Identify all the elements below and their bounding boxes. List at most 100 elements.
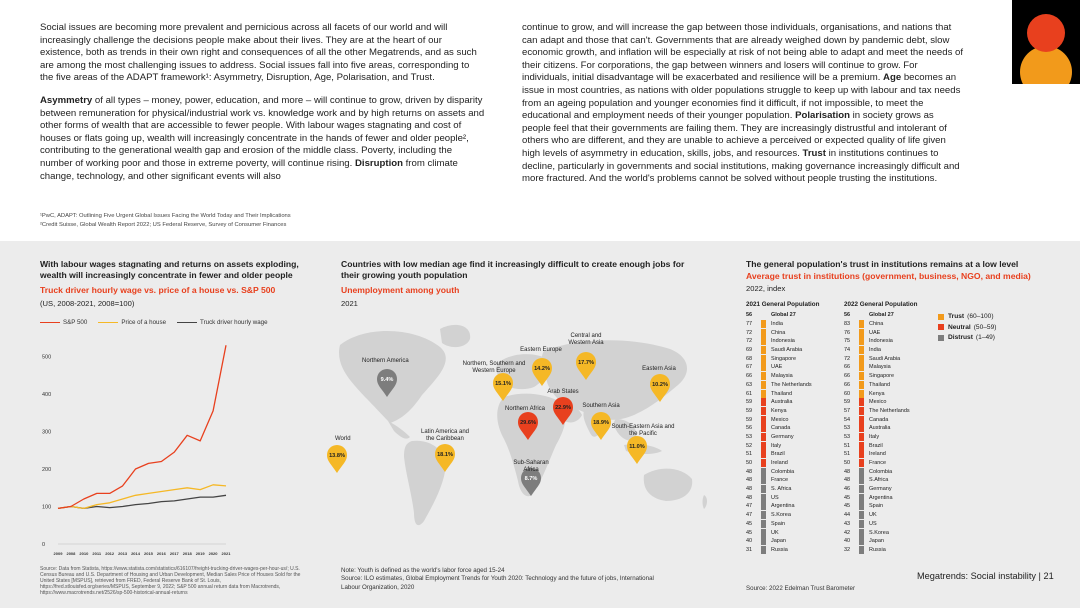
country-name: Ireland [869, 451, 886, 458]
trust-legend: Trust (60–100) Neutral (50–59) Distrust (1–49… [938, 313, 996, 345]
trust-index-value: 51 [844, 442, 851, 449]
trust-category-bar [761, 372, 766, 381]
x-tick-label: 2012 [105, 551, 115, 556]
trust-row: 42 S.Korea [844, 528, 918, 537]
map-region-label: Northern America [362, 358, 409, 364]
country-name: S.Korea [771, 512, 791, 519]
trust-category-bar [761, 467, 766, 476]
trust-row: 51 Brazil [746, 450, 820, 459]
country-name: US [771, 494, 779, 501]
trust-category-bar [859, 398, 864, 407]
country-name: Saudi Arabia [771, 347, 803, 354]
panel1-source: Source: Data from Statista, https://www.… [40, 566, 301, 597]
country-name: Germany [771, 433, 794, 440]
country-name: Colombia [869, 468, 893, 475]
panel2-note-and-source: Note: Youth is defined as the world's la… [341, 567, 671, 592]
trust-index-value: 51 [844, 451, 851, 458]
legend-label: Truck driver hourly wage [200, 319, 268, 326]
country-name: Kenya [771, 407, 787, 414]
trust-index-value: 48 [746, 486, 753, 493]
country-name: Australia [869, 425, 891, 432]
trust-category-bar [761, 511, 766, 520]
map-pin-marker [493, 373, 513, 401]
legend-entry: Truck driver hourly wage [177, 319, 268, 326]
series-line [57, 494, 227, 510]
trust-row: 48 US [746, 493, 820, 502]
trust-index-value: 56 [746, 312, 753, 319]
trust-row: 52 Italy [746, 441, 820, 450]
trust-index-value: 50 [746, 460, 753, 467]
panel2-note: Note: Youth is defined as the world's la… [341, 567, 505, 574]
trust-index-value: 52 [746, 442, 753, 449]
map-region-label: Northern, Southern and Western Europe [463, 361, 526, 374]
trust-row: 40 Japan [844, 537, 918, 546]
country-name: Germany [869, 486, 892, 493]
country-name: Mexico [869, 399, 887, 406]
trust-index-value: 46 [844, 486, 851, 493]
legend-swatch [938, 313, 944, 320]
y-tick-label: 500 [42, 355, 51, 361]
landmass-southeast-asia [613, 419, 637, 441]
trust-row: 32 Russia [844, 545, 918, 555]
trust-row: 72 Saudi Arabia [844, 354, 918, 363]
trust-category-bar [761, 337, 766, 346]
map-pin: 8.7% [521, 468, 541, 496]
panel2-units: 2021 [341, 299, 358, 308]
trust-index-value: 31 [746, 546, 753, 553]
country-name: France [869, 460, 887, 467]
trust-category-bar [859, 502, 864, 511]
trust-row: 75 Indonesia [844, 337, 918, 346]
map-pin-marker [591, 412, 611, 440]
trust-row: 48 S. Africa [746, 485, 820, 494]
country-name: Spain [869, 503, 884, 510]
trust-category-bar [761, 441, 766, 450]
x-tick-label: 2019 [196, 551, 206, 556]
map-region-label-line: Central and [570, 333, 601, 339]
trust-index-value: 32 [844, 546, 851, 553]
text-run: of all types – money, power, education, … [40, 94, 485, 169]
country-name: Japan [869, 538, 884, 545]
landmass-central-america [388, 421, 410, 439]
text-run: Social issues are becoming more prevalen… [40, 22, 477, 84]
trust-index-value: 45 [844, 494, 851, 501]
panel2-subtitle: Unemployment among youth [341, 285, 460, 295]
trust-category-bar [761, 537, 766, 546]
trust-row: 43 US [844, 519, 918, 529]
panel3-subtitle: Average trust in institutions (governmen… [746, 271, 1031, 281]
map-region-label: World [335, 436, 351, 442]
trust-row: 46 Germany [844, 485, 918, 494]
country-name: Malaysia [771, 373, 793, 380]
intro-paragraph: continue to grow, and will increase the … [522, 22, 964, 186]
country-name: Canada [771, 425, 791, 432]
trust-category-bar [761, 432, 766, 441]
map-pin: 14.2% [532, 358, 552, 386]
trust-row: 53 Germany [746, 432, 820, 442]
keyword: Trust [802, 147, 826, 159]
map-pin-marker [435, 444, 455, 472]
trust-row: 63 The Netherlands [746, 380, 820, 390]
legend-swatch [938, 324, 944, 331]
map-region-label-line: Eastern Europe [520, 347, 562, 353]
trust-row: 59 Mexico [746, 415, 820, 424]
country-name: Kenya [869, 390, 885, 397]
legend-range: (1–49) [975, 334, 995, 342]
x-tick-label: 2021 [222, 551, 232, 556]
map-region-label: Central and Western Asia [568, 333, 604, 346]
trust-row: 40 Japan [746, 537, 820, 546]
trust-index-value: 60 [844, 390, 851, 397]
trust-index-value: 47 [746, 503, 753, 510]
trust-category-bar [761, 363, 766, 372]
map-region-label-line: Western Europe [472, 368, 516, 374]
map-region-label-line: the Caribbean [426, 436, 464, 442]
trust-index-value: 48 [746, 477, 753, 484]
legend-entry: S&P 500 [40, 319, 87, 326]
trust-row: 53 Australia [844, 424, 918, 433]
legend-label: Neutral [948, 323, 971, 331]
trust-legend-item: Distrust (1–49) [938, 334, 996, 341]
trust-row: 45 Argentina [844, 493, 918, 502]
map-pin-value: 14.2% [534, 366, 550, 372]
trust-category-bar [859, 389, 864, 398]
map-region-label-line: Northern, Southern and [463, 361, 526, 367]
trust-row: 48 Colombia [844, 467, 918, 476]
y-tick-label: 0 [42, 542, 45, 548]
